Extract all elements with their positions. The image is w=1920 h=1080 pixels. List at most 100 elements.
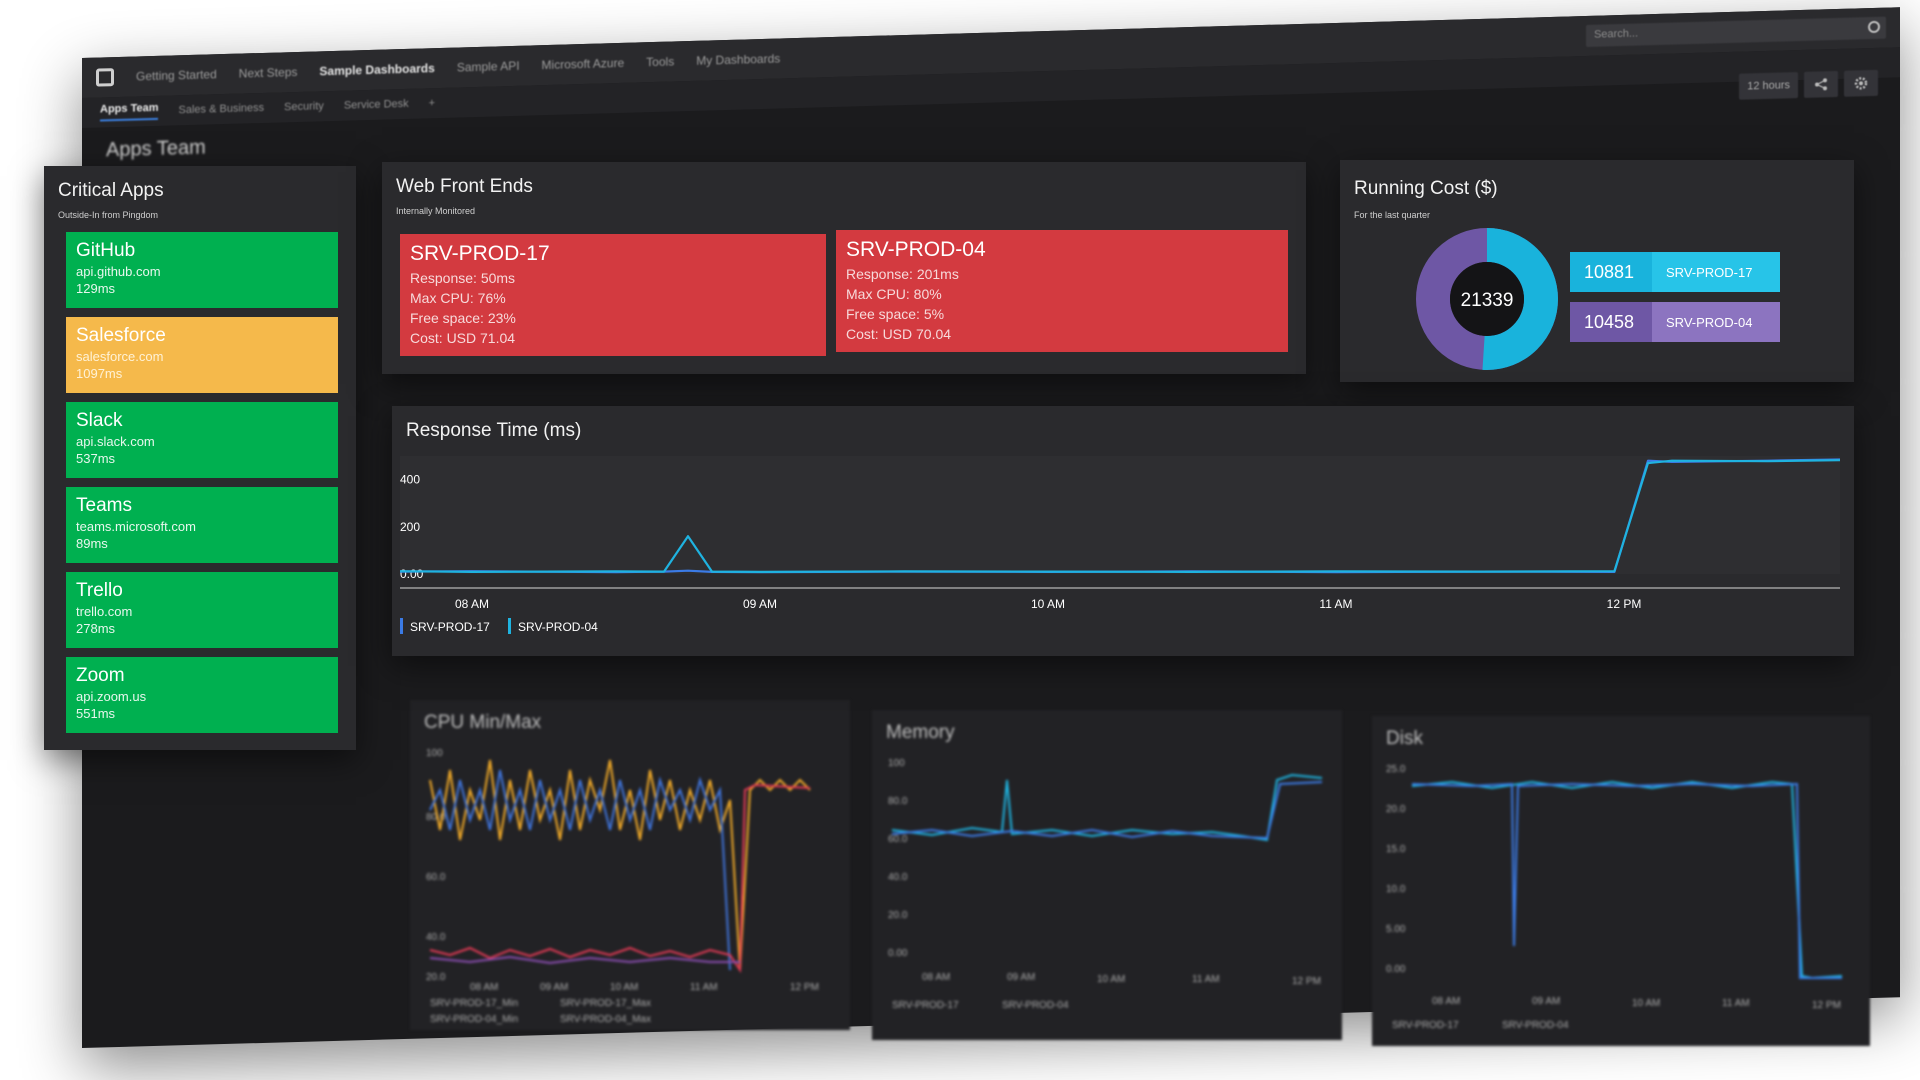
app-tile-slack[interactable]: Slack api.slack.com 537ms (66, 402, 338, 478)
nav-item-next-steps[interactable]: Next Steps (238, 64, 298, 81)
y-tick-label: 400 (400, 473, 420, 487)
logo-icon[interactable] (96, 68, 114, 87)
memory-xtick-1: 08 AM (922, 972, 950, 983)
server-cost: Cost: USD 71.04 (410, 330, 516, 346)
disk-ytick-4: 10.0 (1386, 884, 1406, 895)
page-title: Apps Team (106, 136, 206, 162)
web-front-ends-subtitle: Internally Monitored (396, 206, 476, 216)
legend-label[interactable]: SRV-PROD-04 (518, 620, 598, 634)
cpu-xtick-4: 11 AM (690, 982, 718, 993)
app-url: teams.microsoft.com (76, 519, 196, 534)
app-response: 129ms (76, 281, 116, 296)
app-tile-salesforce[interactable]: Salesforce salesforce.com 1097ms (66, 317, 338, 393)
disk-panel: Disk 25.0 20.0 15.0 10.0 5.00 0.00 08 AM… (1372, 716, 1870, 1046)
server-name: SRV-PROD-17 (410, 242, 550, 265)
disk-ytick-1: 25.0 (1386, 764, 1406, 775)
add-tab-button[interactable]: + (428, 97, 436, 110)
server-response: Response: 201ms (846, 266, 959, 282)
nav-item-tools[interactable]: Tools (646, 54, 675, 70)
disk-xtick-2: 09 AM (1532, 996, 1560, 1007)
app-response: 89ms (76, 536, 108, 551)
app-response: 1097ms (76, 366, 123, 381)
app-url: api.slack.com (76, 434, 155, 449)
memory-ytick-6: 0.00 (888, 948, 908, 959)
cpu-legend-4: SRV-PROD-04_Max (560, 1014, 651, 1025)
response-time-card: Response Time (ms) 0.00 200 400 08 AM 09 AM 1… (392, 406, 1854, 656)
cpu-ytick-4: 40.0 (426, 932, 446, 943)
tab-sales-business[interactable]: Sales & Business (178, 101, 265, 117)
server-name: SRV-PROD-04 (846, 238, 986, 261)
tab-security[interactable]: Security (284, 100, 324, 114)
server-tile-srv-prod-17[interactable]: SRV-PROD-17 Response: 50ms Max CPU: 76% … (400, 234, 826, 356)
cpu-legend-2: SRV-PROD-17_Max (560, 998, 651, 1009)
disk-ytick-3: 15.0 (1386, 844, 1406, 855)
nav-item-sample-dashboards[interactable]: Sample Dashboards (319, 61, 435, 79)
cpu-ytick-1: 100 (426, 748, 443, 759)
nav-item-microsoft-azure[interactable]: Microsoft Azure (541, 55, 625, 73)
disk-xtick-3: 10 AM (1632, 998, 1660, 1009)
disk-chart: 25.0 20.0 15.0 10.0 5.00 0.00 08 AM 09 A… (1386, 764, 1843, 1031)
y-tick-label: 200 (400, 520, 420, 534)
legend-swatch (400, 618, 403, 634)
legend-label[interactable]: SRV-PROD-17 (410, 620, 490, 634)
nav-item-my-dashboards[interactable]: My Dashboards (696, 51, 781, 68)
search-icon[interactable] (1868, 20, 1880, 34)
response-time-chart: 0.00 200 400 08 AM 09 AM 10 AM 11 AM 12 PM SRV-P… (399, 456, 1841, 634)
app-name: Salesforce (76, 325, 166, 346)
app-tile-github[interactable]: GitHub api.github.com 129ms (66, 232, 338, 308)
app-url: api.github.com (76, 264, 161, 279)
cost-label: SRV-PROD-17 (1652, 252, 1780, 292)
cpu-xtick-5: 12 PM (790, 982, 819, 993)
tab-service-desk[interactable]: Service Desk (343, 97, 409, 112)
memory-ytick-5: 20.0 (888, 910, 908, 921)
legend-swatch (508, 618, 511, 634)
disk-panel-title: Disk (1386, 728, 1423, 749)
cpu-xtick-2: 09 AM (540, 982, 568, 993)
cpu-chart: 100 80.0 60.0 40.0 20.0 08 AM 09 AM 10 A… (426, 748, 819, 1025)
timeframe-label: 12 hours (1747, 79, 1790, 93)
x-tick-label: 08 AM (455, 597, 489, 611)
cpu-panel-title: CPU Min/Max (424, 712, 542, 733)
share-button[interactable] (1804, 70, 1838, 98)
nav-item-getting-started[interactable]: Getting Started (136, 67, 217, 84)
tab-apps-team[interactable]: Apps Team (100, 101, 159, 122)
x-tick-label: 10 AM (1031, 597, 1065, 611)
app-response: 278ms (76, 621, 116, 636)
server-free-space: Free space: 23% (410, 310, 516, 326)
x-tick-label: 12 PM (1607, 597, 1642, 611)
app-url: api.zoom.us (76, 689, 147, 704)
timeframe-button[interactable]: 12 hours (1739, 72, 1798, 100)
cpu-xtick-3: 10 AM (610, 982, 638, 993)
disk-xtick-5: 12 PM (1812, 1000, 1841, 1011)
server-free-space: Free space: 5% (846, 306, 945, 322)
app-url: trello.com (76, 604, 133, 619)
app-name: GitHub (76, 240, 136, 261)
app-url: salesforce.com (76, 349, 164, 364)
app-name: Slack (76, 410, 123, 431)
disk-xtick-1: 08 AM (1432, 996, 1460, 1007)
app-response: 537ms (76, 451, 116, 466)
cpu-ytick-5: 20.0 (426, 972, 446, 983)
nav-item-sample-api[interactable]: Sample API (456, 58, 520, 75)
series-line-srv-prod-04 (399, 459, 1841, 573)
disk-ytick-2: 20.0 (1386, 804, 1406, 815)
gear-icon (1854, 77, 1868, 90)
cpu-legend-1: SRV-PROD-17_Min (430, 998, 518, 1009)
settings-button[interactable] (1844, 69, 1878, 97)
memory-xtick-2: 09 AM (1007, 972, 1035, 983)
search-input[interactable]: Search... (1586, 16, 1886, 47)
memory-chart: 100 80.0 60.0 40.0 20.0 0.00 08 AM 09 AM… (888, 758, 1323, 1011)
cpu-panel: CPU Min/Max 100 80.0 60.0 40.0 20.0 08 A… (410, 700, 850, 1030)
memory-panel-title: Memory (886, 722, 955, 743)
server-tile-srv-prod-04[interactable]: SRV-PROD-04 Response: 201ms Max CPU: 80%… (836, 230, 1288, 352)
server-cpu: Max CPU: 80% (846, 286, 942, 302)
critical-apps-title: Critical Apps (58, 180, 164, 201)
cpu-ytick-3: 60.0 (426, 872, 446, 883)
cost-row-srv-prod-04: 10458 SRV-PROD-04 (1570, 302, 1780, 342)
memory-xtick-4: 11 AM (1192, 974, 1220, 985)
app-tile-trello[interactable]: Trello trello.com 278ms (66, 572, 338, 648)
web-front-ends-title: Web Front Ends (396, 176, 533, 197)
app-tile-teams[interactable]: Teams teams.microsoft.com 89ms (66, 487, 338, 563)
server-cost: Cost: USD 70.04 (846, 326, 952, 342)
app-tile-zoom[interactable]: Zoom api.zoom.us 551ms (66, 657, 338, 733)
